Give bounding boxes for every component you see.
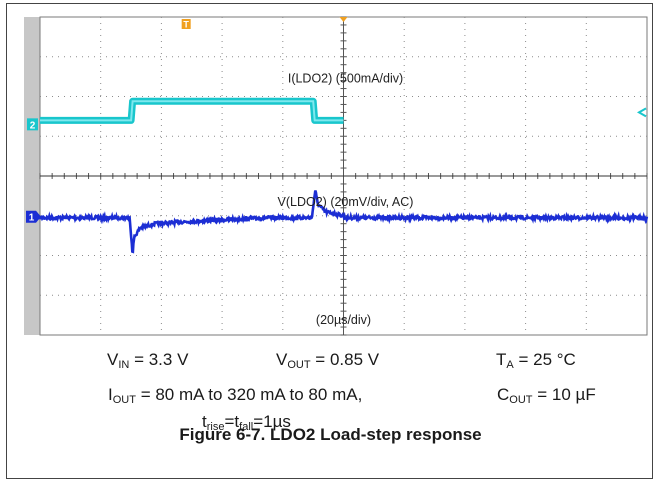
current-series-label: I(LDO2) (500mA/div) [288, 72, 403, 86]
voltage-trace [38, 190, 649, 254]
scope-grid [24, 16, 648, 336]
ta-condition: TA = 25 °C [496, 350, 576, 371]
channel-2-marker [27, 118, 38, 131]
oscilloscope-screen: I(LDO2) (500mA/div) V(LDO2) (20mV/div, AC… [24, 16, 649, 336]
vin-condition: VIN = 3.3 V [107, 350, 189, 371]
channel-ruler [24, 17, 40, 335]
trigger-position-arrow [339, 17, 348, 22]
rise-fall-condition: trise=tfall=1µs [202, 412, 291, 433]
channel-2-number: 2 [30, 120, 36, 131]
channel-1-marker [26, 210, 41, 223]
iout-condition: IOUT = 80 mA to 320 mA to 80 mA, [108, 385, 363, 406]
current-level-arrow [636, 107, 647, 118]
figure-caption: Figure 6-7. LDO2 Load-step response [179, 425, 482, 444]
timebase-label: (20µs/div) [316, 313, 371, 327]
voltage-series-label: V(LDO2) (20mV/div, AC) [278, 195, 414, 209]
trigger-marker-label: T [183, 20, 189, 30]
channel-1-number: 1 [29, 213, 35, 224]
vout-condition: VOUT = 0.85 V [276, 350, 380, 371]
scope-traces [38, 97, 649, 254]
trigger-marker [181, 19, 191, 29]
cout-condition: COUT = 10 µF [497, 385, 596, 406]
scope-labels: I(LDO2) (500mA/div) V(LDO2) (20mV/div, AC… [26, 17, 647, 327]
current-trace-highlight [40, 100, 344, 122]
